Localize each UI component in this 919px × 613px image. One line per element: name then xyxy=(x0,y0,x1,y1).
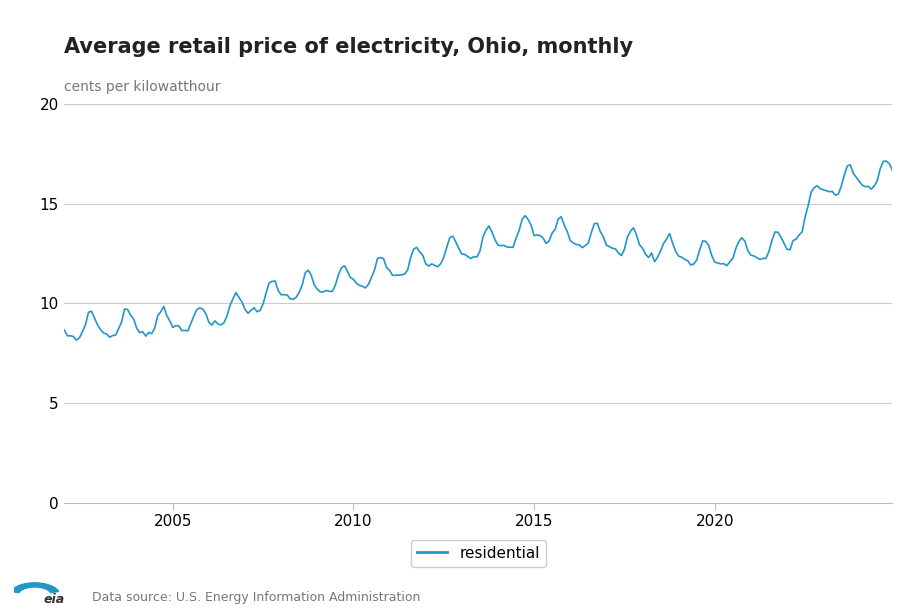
Polygon shape xyxy=(11,583,59,593)
Text: cents per kilowatthour: cents per kilowatthour xyxy=(64,80,221,94)
Text: Data source: U.S. Energy Information Administration: Data source: U.S. Energy Information Adm… xyxy=(92,591,420,604)
Text: eia: eia xyxy=(44,593,65,606)
Text: Average retail price of electricity, Ohio, monthly: Average retail price of electricity, Ohi… xyxy=(64,37,633,57)
Legend: residential: residential xyxy=(410,539,546,567)
